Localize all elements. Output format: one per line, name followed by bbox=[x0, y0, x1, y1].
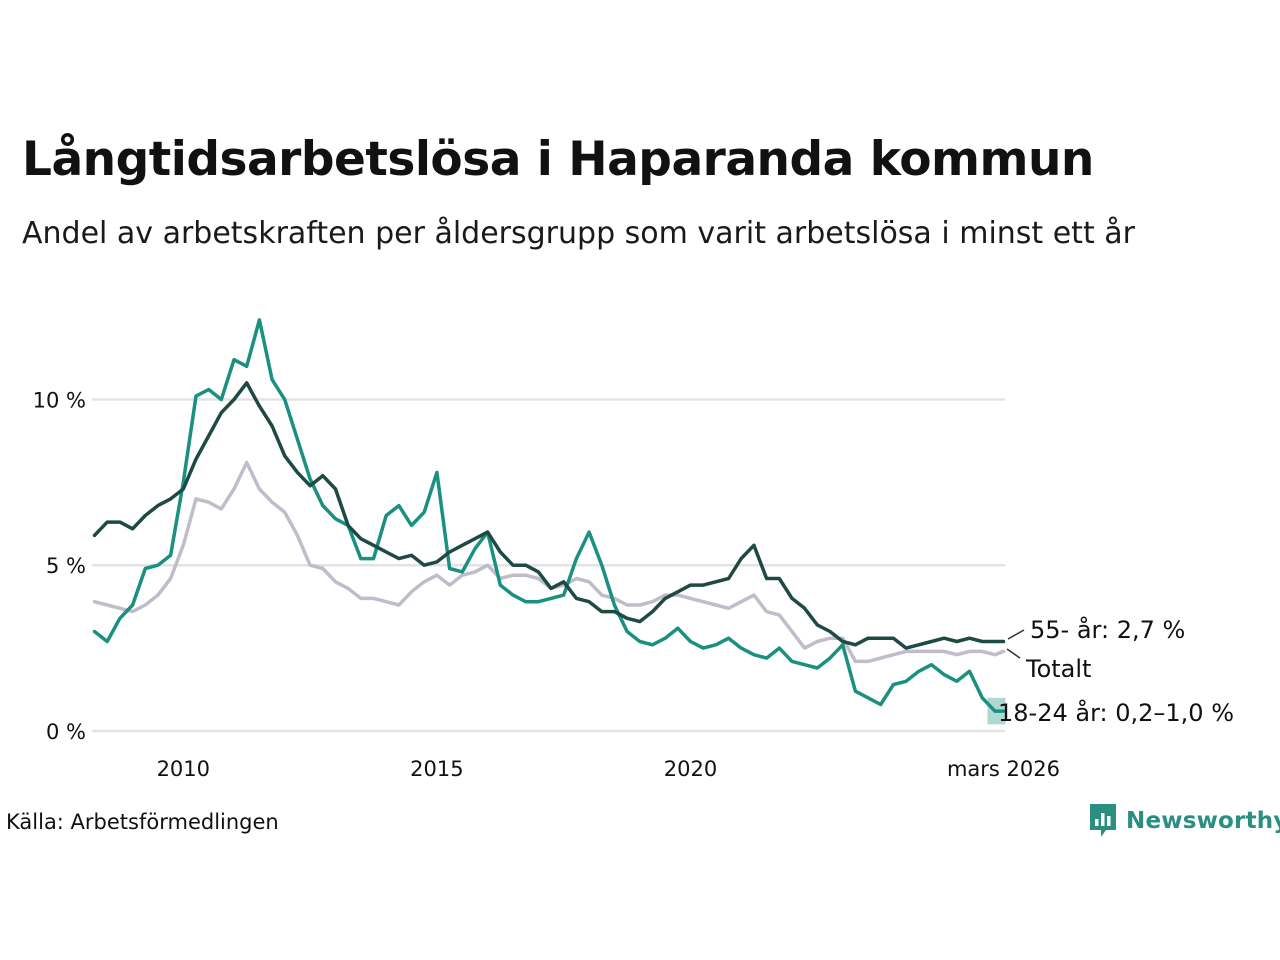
x-tick-label: 2010 bbox=[157, 757, 210, 781]
x-tick-label: mars 2026 bbox=[947, 757, 1060, 781]
source-note: Källa: Arbetsförmedlingen bbox=[6, 810, 279, 834]
end-label-age_18_24: 18-24 år: 0,2–1,0 % bbox=[998, 698, 1234, 727]
end-label-age_55_plus: 55- år: 2,7 % bbox=[1030, 615, 1185, 644]
chart-subtitle: Andel av arbetskraften per åldersgrupp s… bbox=[22, 216, 1135, 251]
series-line-total bbox=[92, 460, 1006, 664]
newsworthy-logo-icon bbox=[1090, 804, 1116, 837]
series-line-age_18_24 bbox=[92, 318, 1006, 713]
series-end-labels: Totalt 55- år: 2,7 % 18-24 år: 0,2–1,0 % bbox=[998, 615, 1234, 727]
newsworthy-logo[interactable]: Newsworthy bbox=[1088, 803, 1280, 839]
label-leader-total bbox=[1006, 648, 1021, 659]
y-tick-label: 0 % bbox=[46, 720, 86, 744]
gridlines bbox=[92, 398, 1005, 733]
end-label-total: Totalt bbox=[1025, 655, 1091, 683]
x-tick-label: 2020 bbox=[664, 757, 717, 781]
y-tick-label: 5 % bbox=[46, 554, 86, 578]
series-line-age_55_plus bbox=[92, 381, 1006, 650]
x-axis-ticks: 2010 2015 2020 mars 2026 bbox=[157, 757, 1060, 781]
chart-title: Långtidsarbetslösa i Haparanda kommun bbox=[22, 132, 1094, 187]
label-leader-age_55_plus bbox=[1007, 629, 1025, 640]
newsworthy-logo-text: Newsworthy bbox=[1126, 808, 1280, 834]
y-axis-ticks: 0 % 5 % 10 % bbox=[33, 388, 86, 744]
series-lines bbox=[92, 318, 1006, 713]
y-tick-label: 10 % bbox=[33, 388, 86, 412]
x-tick-label: 2015 bbox=[410, 757, 463, 781]
